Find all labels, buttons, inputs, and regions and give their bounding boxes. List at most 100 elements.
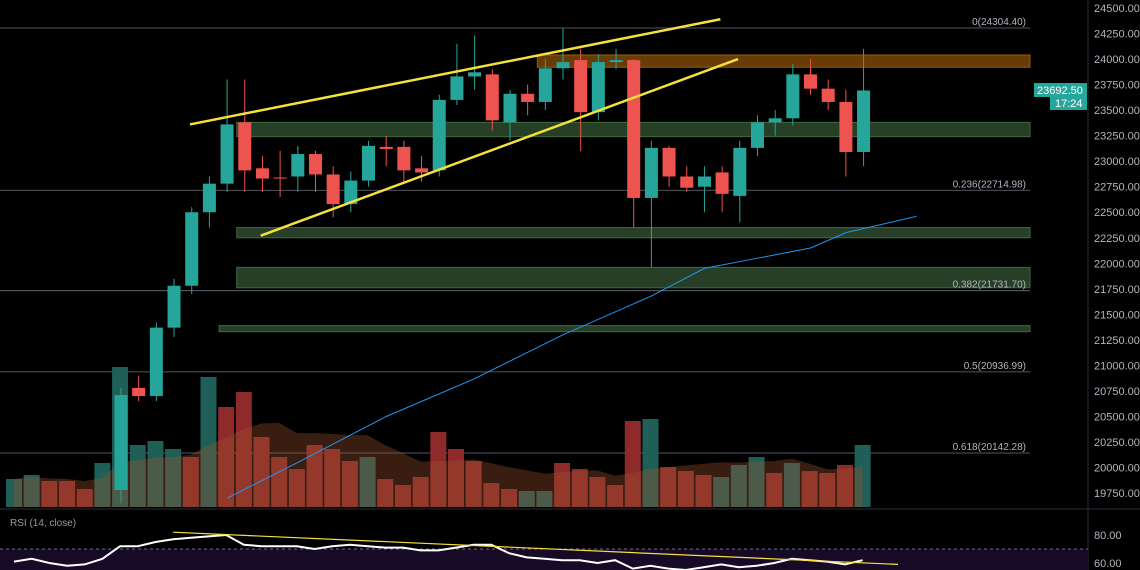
support-zone-2 [236, 227, 1031, 239]
volume-bar [23, 475, 40, 507]
volume-bar [306, 445, 323, 507]
candle-up [468, 72, 482, 77]
volume-bar [341, 461, 358, 507]
price-tick-label: 22500.00 [1094, 207, 1140, 219]
volume-bar [253, 437, 270, 507]
volume-bar [147, 441, 164, 507]
candle-down [839, 101, 853, 152]
volume-ma-area [14, 422, 863, 507]
volume-bar [660, 467, 677, 507]
price-tick-label: 23250.00 [1094, 131, 1140, 143]
last-price-bg [1034, 83, 1087, 97]
volume-bar [94, 463, 111, 507]
bar-countdown: 17:24 [1055, 98, 1083, 110]
candle-up [556, 62, 570, 69]
candle-up [450, 76, 464, 100]
support-zone-3 [236, 266, 1031, 289]
candle-up [768, 118, 782, 123]
price-tick-label: 22000.00 [1094, 258, 1140, 270]
candle-down [804, 74, 818, 89]
price-tick-label: 21750.00 [1094, 284, 1140, 296]
trendlines-layer [189, 18, 739, 237]
fib-level-label: 0.618(20142.28) [953, 442, 1026, 453]
price-tick-label: 20000.00 [1094, 463, 1140, 475]
volume-bar [448, 449, 464, 507]
fib-level-label: 0.382(21731.70) [953, 280, 1026, 291]
candle-down [238, 122, 252, 171]
volume-bar [748, 457, 765, 507]
rsi-title: RSI (14, close) [10, 518, 76, 529]
price-tick-label: 21250.00 [1094, 335, 1140, 347]
volume-bar [713, 477, 730, 507]
rsi-tick-label: 80.00 [1094, 530, 1122, 542]
candle-up [538, 68, 552, 102]
volume-bar [766, 473, 783, 507]
candle-up [167, 285, 181, 328]
price-tick-label: 19750.00 [1094, 488, 1140, 500]
volume-bar [677, 471, 694, 507]
volume-bar [165, 449, 182, 507]
price-tick-label: 20500.00 [1094, 411, 1140, 423]
candle-down [326, 174, 340, 205]
fib-level-label: 0.5(20936.99) [964, 361, 1026, 372]
volume-bar [218, 407, 235, 507]
candle-up [503, 93, 517, 123]
candle-up [644, 147, 658, 198]
price-tick-label: 20750.00 [1094, 386, 1140, 398]
volume-bar [377, 479, 394, 507]
volume-bar [801, 471, 818, 507]
candle-up [362, 145, 376, 181]
candle-up [609, 60, 623, 63]
price-tick-label: 21000.00 [1094, 360, 1140, 372]
volume-bar [536, 491, 553, 507]
volume-bar [394, 485, 411, 507]
price-tick-label: 24500.00 [1094, 3, 1140, 15]
volume-bar [200, 377, 217, 507]
rsi-line [13, 533, 863, 570]
candle-up [291, 154, 305, 177]
candle-down [662, 147, 676, 177]
candle-down [627, 60, 641, 198]
volume-bar [624, 421, 641, 507]
fib-level-label: 0(24304.40) [972, 17, 1026, 28]
candle-down [397, 146, 411, 171]
volume-bar [483, 483, 500, 507]
candle-up [344, 180, 358, 205]
candle-down [308, 154, 322, 175]
countdown-bg [1050, 97, 1087, 110]
support-zone-4 [218, 325, 1031, 333]
candle-up [114, 395, 128, 491]
fib-level-label: 0.236(22714.98) [953, 179, 1026, 190]
volume-bar [819, 473, 836, 507]
candle-down [574, 60, 588, 113]
rsi-tick-label: 60.00 [1094, 558, 1122, 570]
price-tick-label: 20250.00 [1094, 437, 1140, 449]
candle-down [821, 88, 835, 102]
candle-up [733, 147, 747, 196]
volume-bar [607, 485, 624, 507]
volume-bar [412, 477, 429, 507]
candle-up [220, 124, 234, 184]
candle-down [485, 74, 499, 121]
candle-down [415, 168, 429, 173]
trendline [260, 57, 739, 237]
candle-up [591, 62, 605, 113]
candles-layer [114, 28, 871, 504]
candle-up [786, 74, 800, 119]
candle-down [255, 168, 269, 179]
volume-bar [324, 449, 341, 507]
candle-down [521, 93, 535, 102]
volume-bar [359, 457, 376, 507]
volume-bar [6, 479, 22, 507]
resistance-zone [536, 54, 1031, 68]
candle-up [432, 99, 446, 171]
rsi-trendline [173, 531, 899, 565]
candle-up [202, 183, 216, 213]
last-price-tag: 23692.50 17:24 [1034, 83, 1087, 110]
price-tick-label: 22750.00 [1094, 182, 1140, 194]
candle-down [715, 172, 729, 194]
price-axis[interactable]: 24500.00 24250.00 24000.00 23750.00 23500.00… [1094, 3, 1140, 500]
candle-up [185, 212, 199, 286]
candle-up [149, 327, 163, 397]
